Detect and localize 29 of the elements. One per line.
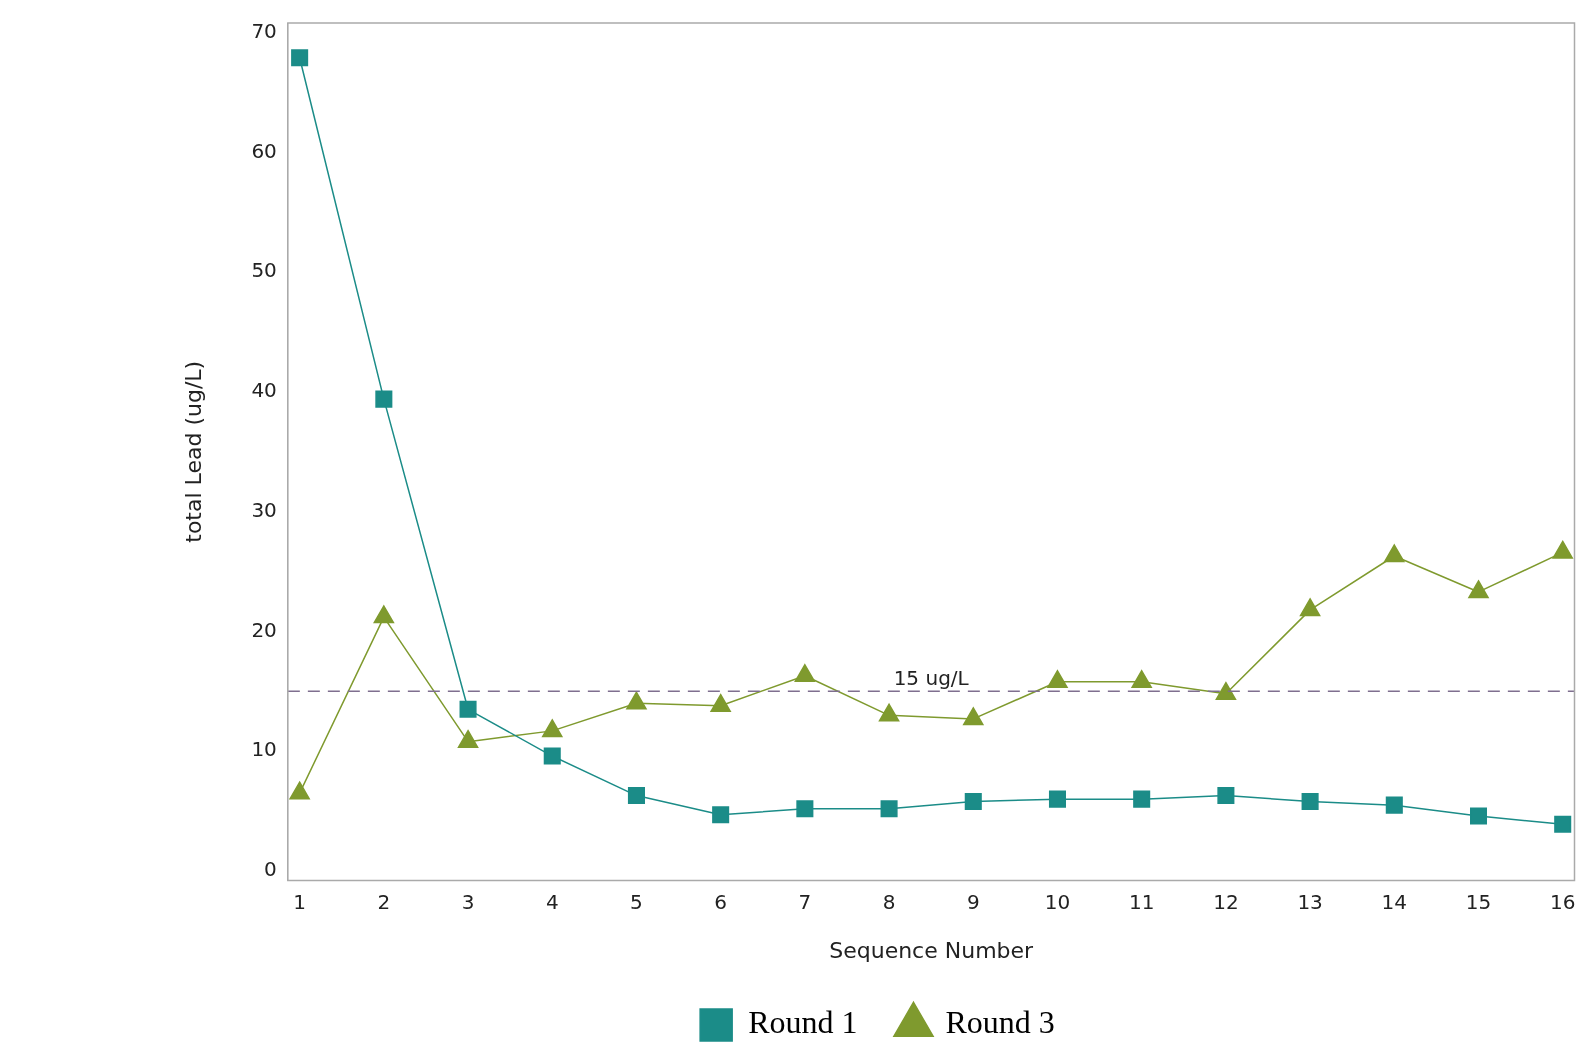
x-tick-label: 7 [798,889,812,914]
y-tick-label: 60 [251,138,277,163]
x-tick-label: 1 [293,889,307,914]
x-tick-label: 9 [966,889,980,914]
x-tick-label: 11 [1128,889,1155,914]
x-tick-label: 10 [1044,889,1071,914]
x-tick-label: 4 [545,889,559,914]
x-axis-title: Sequence Number [829,937,1035,963]
legend-label: Round 3 [945,1004,1055,1041]
y-tick-label: 40 [251,378,277,403]
y-tick-label: 10 [251,737,277,762]
x-tick-label: 12 [1213,889,1239,914]
y-tick-label: 70 [251,18,277,43]
x-tick-label: 14 [1381,889,1408,914]
y-tick-label: 0 [264,857,277,882]
legend-label: Round 1 [748,1004,858,1041]
x-tick-label: 3 [461,889,475,914]
x-tick-label: 5 [630,889,643,914]
y-tick-label: 30 [251,497,277,522]
x-tick-label: 2 [377,889,391,914]
y-axis-title: total Lead (ug/L) [180,360,206,543]
y-tick-label: 50 [251,258,277,283]
ref-line-label: 15 ug/L [893,665,970,690]
x-tick-label: 13 [1297,889,1323,914]
x-tick-label: 6 [714,889,728,914]
y-tick-label: 20 [251,617,277,642]
x-tick-label: 8 [882,889,896,914]
x-tick-label: 16 [1549,889,1576,914]
x-tick-label: 15 [1465,889,1492,914]
